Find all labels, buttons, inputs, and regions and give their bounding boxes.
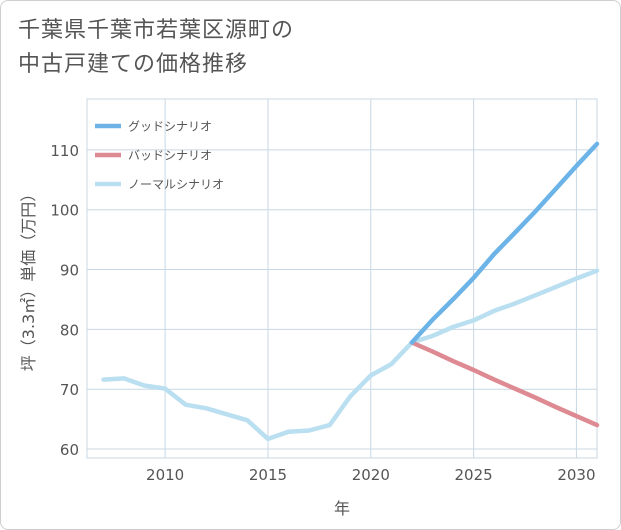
x-tick-label: 2015 — [249, 466, 287, 484]
y-tick-label: 70 — [60, 381, 79, 399]
plot-area-border — [86, 98, 598, 459]
chart-title: 千葉県千葉市若葉区源町の 中古戸建ての価格推移 — [18, 14, 294, 82]
y-axis-title: 坪（3.3㎡）単価（万円） — [19, 186, 38, 371]
y-tick-label: 110 — [50, 142, 79, 160]
title-line-2: 中古戸建ての価格推移 — [18, 52, 249, 77]
y-tick-label: 60 — [60, 441, 79, 459]
y-tick-label: 100 — [50, 202, 79, 220]
y-tick-label: 80 — [60, 321, 79, 339]
y-tick-label: 90 — [60, 262, 79, 280]
legend-label-good: グッドシナリオ — [128, 120, 212, 134]
series-lines — [101, 141, 600, 442]
title-line-1: 千葉県千葉市若葉区源町の — [18, 18, 295, 43]
series-line-bad — [409, 340, 600, 428]
x-axis-title: 年 — [334, 499, 350, 518]
x-tick-label: 2010 — [146, 466, 184, 484]
legend-label-normal: ノーマルシナリオ — [128, 178, 224, 192]
series-line-good — [409, 141, 600, 345]
x-tick-label: 2025 — [455, 466, 493, 484]
y-tick-labels: 60 70 80 90 100 110 — [50, 142, 79, 459]
x-tick-label: 2030 — [557, 466, 595, 484]
series-line-normal — [101, 268, 600, 442]
x-tick-label: 2020 — [352, 466, 390, 484]
x-tick-labels: 2010 2015 2020 2025 2030 — [146, 466, 595, 484]
legend-label-bad: バッドシナリオ — [128, 149, 212, 163]
